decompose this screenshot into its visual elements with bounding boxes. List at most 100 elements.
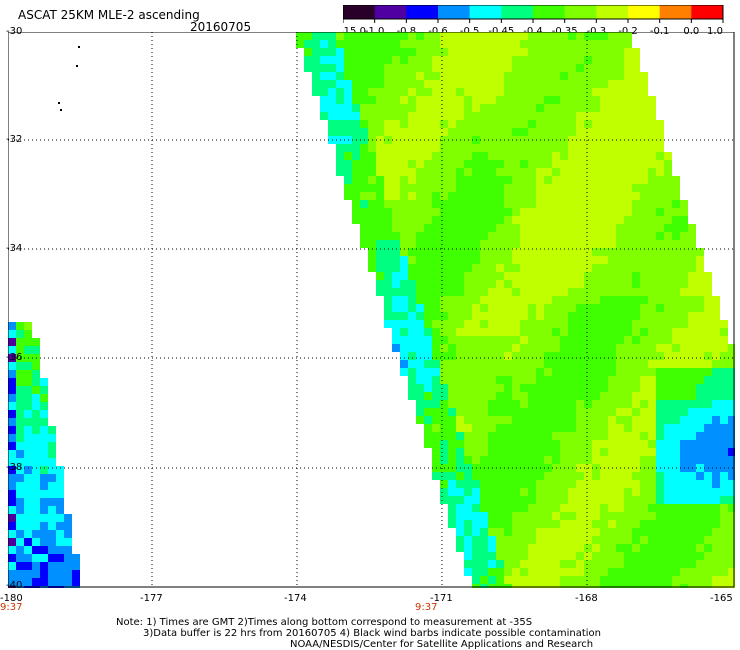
swath-cell xyxy=(520,432,528,440)
swath-cell xyxy=(504,568,512,576)
swath-cell xyxy=(536,456,544,464)
swath-cell xyxy=(448,184,456,192)
swath-cell xyxy=(632,504,640,512)
swath-cell xyxy=(536,56,544,64)
swath-cell xyxy=(464,480,472,488)
swath-cell xyxy=(512,168,520,176)
swath-cell xyxy=(592,96,600,104)
swath-cell xyxy=(560,368,568,376)
swath-cell xyxy=(592,328,600,336)
swath-cell xyxy=(448,488,456,496)
swath-cell xyxy=(528,264,536,272)
swath-cell xyxy=(360,64,368,72)
swath-cell xyxy=(544,512,552,520)
swath-cell xyxy=(512,336,520,344)
swath-cell xyxy=(528,208,536,216)
swath-cell xyxy=(616,520,624,528)
swath-cell xyxy=(616,80,624,88)
swath-cell xyxy=(552,384,560,392)
swath-cell xyxy=(8,322,16,330)
swath-cell xyxy=(352,152,360,160)
swath-cell xyxy=(456,48,464,56)
swath-cell xyxy=(432,96,440,104)
swath-cell xyxy=(504,120,512,128)
swath-cell xyxy=(568,576,576,584)
swath-cell xyxy=(712,560,720,568)
swath-cell xyxy=(608,144,616,152)
colorbar-swatch xyxy=(533,5,566,19)
swath-cell xyxy=(416,128,424,136)
swath-cell xyxy=(664,448,672,456)
swath-cell xyxy=(624,336,632,344)
swath-cell xyxy=(504,104,512,112)
swath-cell xyxy=(528,112,536,120)
swath-cell xyxy=(608,392,616,400)
swath-cell xyxy=(560,216,568,224)
swath-cell xyxy=(496,40,504,48)
swath-cell xyxy=(552,32,560,40)
swath-cell xyxy=(680,440,688,448)
swath-cell xyxy=(608,232,616,240)
swath-cell xyxy=(608,192,616,200)
swath-cell xyxy=(400,272,408,280)
swath-cell xyxy=(688,344,696,352)
swath-cell xyxy=(488,32,496,40)
swath-cell xyxy=(448,296,456,304)
swath-cell xyxy=(608,152,616,160)
swath-cell xyxy=(472,48,480,56)
swath-cell xyxy=(8,402,16,410)
swath-cell xyxy=(496,128,504,136)
swath-cell xyxy=(600,536,608,544)
swath-cell xyxy=(400,112,408,120)
swath-cell xyxy=(672,368,680,376)
swath-cell xyxy=(464,120,472,128)
swath-cell xyxy=(712,416,720,424)
swath-cell xyxy=(408,304,416,312)
swath-cell xyxy=(680,448,688,456)
swath-cell xyxy=(616,336,624,344)
swath-cell xyxy=(656,168,664,176)
swath-cell xyxy=(448,256,456,264)
swath-cell xyxy=(664,176,672,184)
swath-cell xyxy=(464,232,472,240)
swath-cell xyxy=(360,72,368,80)
swath-cell xyxy=(504,424,512,432)
swath-cell xyxy=(552,80,560,88)
swath-cell xyxy=(40,442,48,450)
swath-cell xyxy=(568,392,576,400)
swath-cell xyxy=(304,48,312,56)
swath-cell xyxy=(592,408,600,416)
swath-cell xyxy=(496,504,504,512)
swath-cell xyxy=(24,538,32,546)
swath-cell xyxy=(8,394,16,402)
swath-cell xyxy=(440,408,448,416)
swath-cell xyxy=(368,184,376,192)
swath-cell xyxy=(472,552,480,560)
swath-cell xyxy=(688,528,696,536)
swath-cell xyxy=(416,80,424,88)
swath-cell xyxy=(512,504,520,512)
swath-cell xyxy=(656,160,664,168)
swath-cell xyxy=(680,520,688,528)
swath-cell xyxy=(472,336,480,344)
swath-cell xyxy=(680,568,688,576)
swath-cell xyxy=(8,378,16,386)
swath-cell xyxy=(656,328,664,336)
swath-cell xyxy=(424,144,432,152)
swath-cell xyxy=(568,152,576,160)
swath-cell xyxy=(40,410,48,418)
swath-cell xyxy=(640,536,648,544)
swath-cell xyxy=(472,296,480,304)
swath-cell xyxy=(520,584,528,588)
swath-cell xyxy=(640,568,648,576)
swath-cell xyxy=(648,400,656,408)
swath-cell xyxy=(24,386,32,394)
swath-cell xyxy=(704,392,712,400)
swath-cell xyxy=(648,448,656,456)
swath-cell xyxy=(8,538,16,546)
speck xyxy=(60,109,62,111)
colorbar-swatch xyxy=(374,5,407,19)
swath-cell xyxy=(536,424,544,432)
swath-cell xyxy=(728,536,735,544)
swath-cell xyxy=(528,512,536,520)
